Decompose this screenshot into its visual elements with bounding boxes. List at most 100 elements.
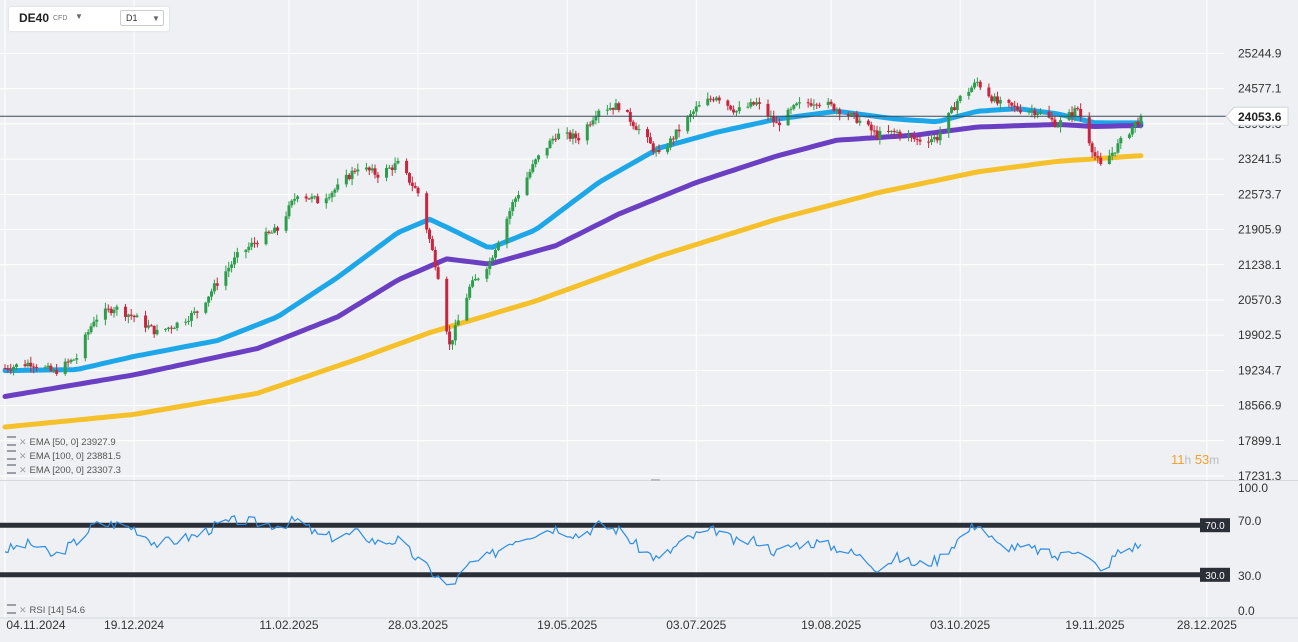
candle [66, 358, 70, 368]
legend-ema200[interactable]: ✕ EMA [200, 0] 23307.3 [7, 464, 121, 476]
candle-body [253, 242, 257, 244]
candle-body [6, 368, 10, 370]
candle-body [737, 107, 741, 112]
candle [210, 288, 214, 301]
symbol-label[interactable]: DE40 [19, 11, 50, 25]
candle [832, 102, 836, 113]
candle-body [1018, 109, 1022, 113]
candle [390, 164, 394, 176]
candle [49, 363, 53, 373]
candle [898, 129, 902, 141]
candle [987, 83, 991, 98]
candle [95, 314, 99, 328]
candle-body [115, 306, 119, 310]
candle-body [189, 313, 193, 321]
date-tick-label: 04.11.2024 [6, 618, 65, 632]
candle-body [697, 105, 701, 107]
candle-body [815, 104, 819, 106]
ema-lines [2, 106, 1144, 430]
candle-body [448, 331, 452, 345]
candle-body [648, 137, 652, 144]
candle [697, 101, 701, 108]
instrument-selector[interactable]: DE40 CFD ▼ D1 ▼ [9, 7, 169, 31]
candle [230, 261, 234, 273]
candle [9, 363, 13, 375]
legend-ema100[interactable]: ✕ EMA [100, 0] 23881.5 [7, 450, 121, 462]
rsi-tick-label: 30.0 [1238, 569, 1262, 583]
candle-body [83, 334, 87, 359]
panel-resize-handle[interactable] [651, 479, 660, 481]
close-icon[interactable]: ✕ [19, 437, 27, 447]
candle [69, 358, 73, 364]
settings-icon[interactable] [7, 450, 16, 460]
candle-body [287, 205, 291, 217]
timeframe-label: D1 [126, 13, 138, 23]
candle-body [511, 202, 515, 212]
settings-icon[interactable] [7, 604, 16, 614]
candle-body [187, 320, 191, 322]
legend-rsi[interactable]: ✕ RSI [14] 54.6 [7, 604, 85, 616]
candle-body [674, 129, 678, 140]
candle-body [86, 332, 90, 335]
candle [869, 121, 873, 136]
candle [476, 277, 480, 282]
candle-body [691, 111, 695, 114]
settings-icon[interactable] [7, 436, 16, 446]
candle [393, 157, 397, 174]
candle-body [1079, 108, 1083, 118]
candle [1076, 106, 1080, 111]
candle [677, 124, 681, 138]
candle-body [766, 103, 770, 117]
candle [574, 130, 578, 144]
candle-body [525, 177, 529, 196]
candle-body [364, 167, 368, 170]
candle-body [192, 311, 196, 314]
candle-body [918, 139, 922, 142]
candle-body [1036, 113, 1040, 116]
candle [316, 193, 320, 204]
candle-body [373, 168, 377, 175]
close-icon[interactable]: ✕ [19, 465, 27, 475]
candle [75, 353, 79, 364]
timeframe-dropdown-icon[interactable]: ▼ [152, 14, 160, 23]
candle-body [907, 135, 911, 137]
timeframe-select[interactable]: D1 ▼ [120, 10, 164, 26]
candle [1127, 132, 1131, 140]
settings-icon[interactable] [7, 464, 16, 474]
candle [766, 99, 770, 121]
candle-body [588, 124, 592, 126]
candle-body [72, 359, 76, 361]
candle [465, 293, 469, 322]
symbol-dropdown-icon[interactable]: ▼ [75, 12, 83, 21]
candle [927, 136, 931, 148]
candle [746, 102, 750, 109]
candle [43, 365, 47, 370]
candle-body [35, 367, 39, 369]
candle [255, 240, 259, 248]
candle [1136, 117, 1140, 126]
ema200-line [2, 153, 1144, 430]
candle [1099, 152, 1103, 166]
candle [571, 128, 575, 145]
candle [46, 362, 50, 370]
close-icon[interactable]: ✕ [19, 451, 27, 461]
candle-body [350, 170, 354, 180]
candle-body [416, 187, 420, 194]
candle-body [436, 267, 440, 279]
price-tick-label: 23241.5 [1238, 152, 1282, 166]
candle [1036, 111, 1040, 119]
candle-body [9, 369, 13, 371]
candle-body [597, 110, 601, 117]
close-icon[interactable]: ✕ [19, 605, 27, 615]
candle-body [554, 138, 558, 140]
candle-body [255, 243, 259, 245]
candle [175, 321, 179, 331]
date-tick-label: 19.11.2025 [1065, 618, 1124, 632]
ema100-line [2, 122, 1144, 399]
candle [63, 358, 67, 376]
candle [815, 102, 819, 109]
candle [146, 319, 150, 330]
candle [350, 166, 354, 186]
legend-ema50[interactable]: ✕ EMA [50, 0] 23927.9 [7, 436, 116, 448]
